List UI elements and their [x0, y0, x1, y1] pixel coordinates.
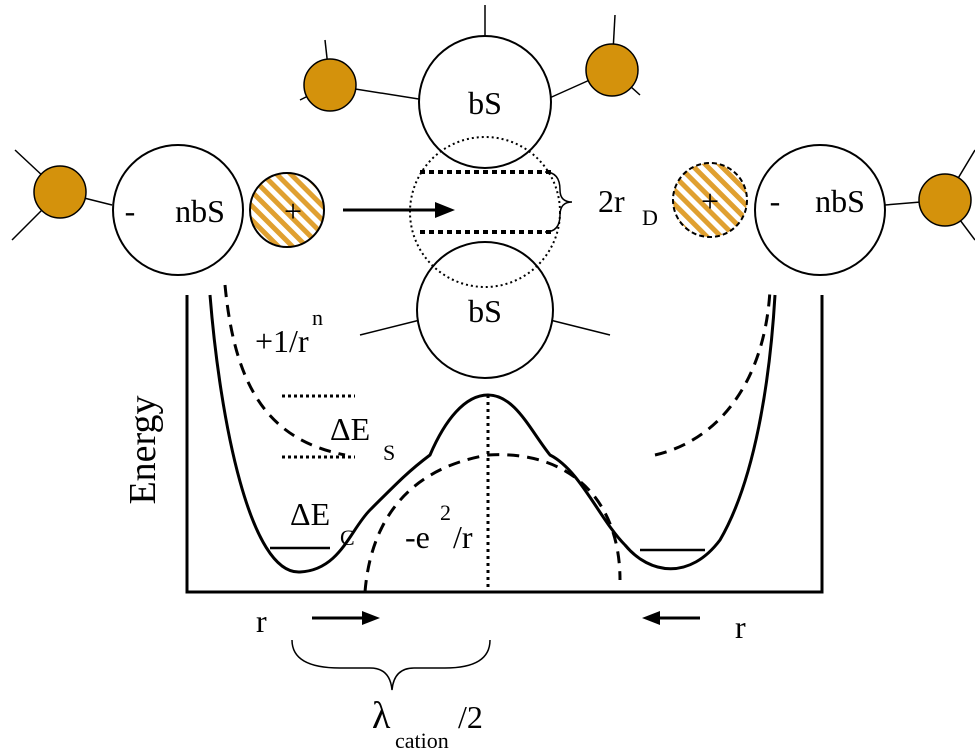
cation-charge: + [284, 193, 302, 229]
repulsion-exponent: n [312, 305, 323, 330]
distance-label: r [735, 609, 746, 645]
molecule-label: nbS [815, 183, 865, 219]
coulomb-subscript: C [340, 525, 355, 550]
gap-label: 2r [598, 183, 625, 219]
cation-charge: + [701, 183, 719, 219]
wavelength-tail: /2 [458, 699, 483, 735]
solvation-subscript: S [383, 440, 395, 465]
molecule-label: bS [468, 293, 502, 329]
charge: - [125, 193, 136, 229]
distance-label: r [256, 603, 267, 639]
attraction-exponent: 2 [440, 500, 451, 525]
gap-subscript: D [642, 205, 658, 230]
molecule-label: nbS [175, 193, 225, 229]
molecule-label: bS [468, 85, 502, 121]
diagram: bS bS 2r D - nbS + + - nbS +1/r n ΔE S E… [0, 0, 975, 756]
molecules: bS bS 2r D - nbS + + - nbS [12, 5, 975, 378]
attraction-label: -e [405, 519, 430, 555]
axis-label: Energy [122, 395, 164, 504]
attraction-tail: /r [453, 519, 473, 555]
repulsion-label: +1/r [255, 323, 309, 359]
wavelength-label: λ [372, 695, 391, 737]
coulomb-label: ΔE [290, 496, 330, 532]
solvation-label: ΔE [330, 411, 370, 447]
wavelength-subscript: cation [395, 728, 449, 753]
charge: - [770, 183, 781, 219]
